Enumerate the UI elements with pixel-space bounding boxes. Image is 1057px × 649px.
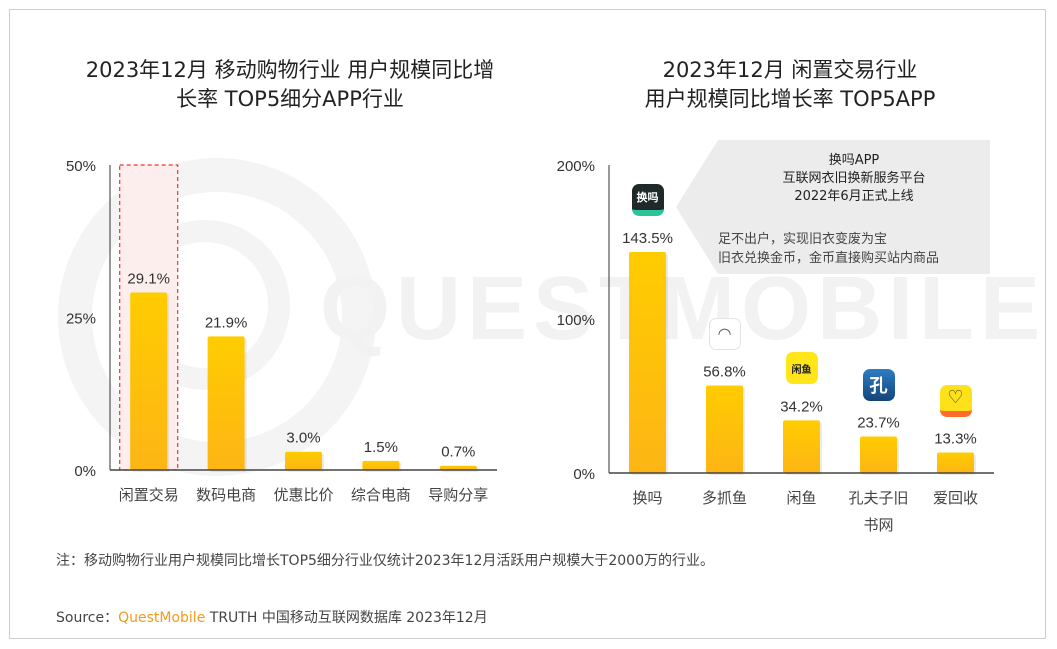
- xianyu-app-icon: 闲鱼: [785, 352, 818, 385]
- bar: [130, 292, 168, 470]
- bar-value-label: 13.3%: [934, 431, 977, 448]
- bar: [706, 385, 743, 473]
- callout-head: 换吗APP 互联网衣旧换新服务平台 2022年6月正式上线: [718, 152, 990, 206]
- bar-value-label: 34.2%: [780, 398, 823, 415]
- bar-value-label: 143.5%: [622, 230, 673, 247]
- y-tick-label: 0%: [74, 463, 96, 480]
- callout-body-line: 足不出户，实现旧衣变废为宝: [718, 232, 888, 247]
- y-tick-label: 200%: [557, 158, 595, 175]
- bar-value-label: 3.0%: [286, 430, 320, 447]
- bar: [860, 436, 897, 473]
- callout-head-line: 换吗APP: [828, 153, 880, 168]
- x-tick-label: 闲置交易: [119, 486, 179, 504]
- x-tick-label: 数码电商: [196, 486, 256, 504]
- right-chart-title: 2023年12月 闲置交易行业 用户规模同比增长率 TOP5APP: [560, 56, 1020, 114]
- huanma-callout: 换吗APP 互联网衣旧换新服务平台 2022年6月正式上线 足不出户，实现旧衣变…: [718, 140, 990, 274]
- aihuishou-app-icon: ♡: [939, 384, 972, 417]
- bar-value-label: 29.1%: [127, 270, 170, 287]
- x-tick-label: 闲鱼: [786, 489, 816, 507]
- source-suffix: TRUTH 中国移动互联网数据库 2023年12月: [205, 610, 488, 626]
- x-tick-label: 综合电商: [351, 486, 411, 504]
- x-tick-label: 爱回收: [933, 489, 978, 507]
- y-tick-label: 0%: [573, 466, 595, 483]
- x-tick-label: 书网: [863, 516, 893, 534]
- duozhuayu-app-icon: ◠: [708, 317, 741, 350]
- callout-body-line: 旧衣兑换金币，金币直接购买站内商品: [718, 251, 940, 266]
- watermark-text: QUESTMOBILE: [320, 259, 1047, 359]
- source-prefix: Source：: [56, 610, 119, 626]
- right-chart-title-line1: 2023年12月 闲置交易行业: [662, 58, 918, 82]
- bar: [937, 452, 974, 473]
- source-line: Source：QuestMobile TRUTH 中国移动互联网数据库 2023…: [56, 607, 488, 627]
- bar: [783, 420, 820, 473]
- footnote: 注：移动购物行业用户规模同比增长TOP5细分行业仅统计2023年12月活跃用户规…: [56, 553, 714, 569]
- x-tick-label: 换吗: [632, 489, 662, 507]
- callout-arrow: [676, 140, 718, 274]
- bar-value-label: 1.5%: [364, 439, 398, 456]
- y-tick-label: 50%: [66, 158, 96, 175]
- bar: [285, 451, 322, 470]
- bar-value-label: 23.7%: [857, 415, 900, 432]
- x-tick-label: 导购分享: [428, 486, 488, 504]
- bar: [439, 465, 477, 470]
- bar-value-label: 56.8%: [703, 364, 746, 381]
- left-chart-title: 2023年12月 移动购物行业 用户规模同比增 长率 TOP5细分APP行业: [40, 56, 540, 114]
- x-tick-label: 多抓鱼: [702, 489, 747, 507]
- bar-value-label: 0.7%: [441, 444, 475, 461]
- bar: [629, 252, 666, 473]
- callout-head-line: 互联网衣旧换新服务平台: [782, 171, 926, 186]
- y-tick-label: 100%: [557, 312, 595, 329]
- right-chart-title-line2: 用户规模同比增长率 TOP5APP: [644, 87, 936, 111]
- y-tick-label: 25%: [66, 311, 96, 328]
- bar-value-label: 21.9%: [205, 314, 248, 331]
- callout-head-line: 2022年6月正式上线: [794, 189, 914, 204]
- huanma-app-icon: 换吗: [631, 184, 664, 216]
- x-tick-label: 优惠比价: [273, 486, 333, 504]
- source-brand: QuestMobile: [118, 610, 206, 626]
- bar: [207, 336, 245, 470]
- callout-body: 足不出户，实现旧衣变废为宝 旧衣兑换金币，金币直接购买站内商品: [718, 230, 990, 268]
- kongfuzi-app-icon: 孔: [862, 368, 895, 401]
- bar: [362, 460, 400, 470]
- left-chart-title-line2: 长率 TOP5细分APP行业: [176, 87, 404, 111]
- left-chart-title-line1: 2023年12月 移动购物行业 用户规模同比增: [85, 58, 495, 82]
- x-tick-label: 孔夫子旧: [848, 489, 908, 507]
